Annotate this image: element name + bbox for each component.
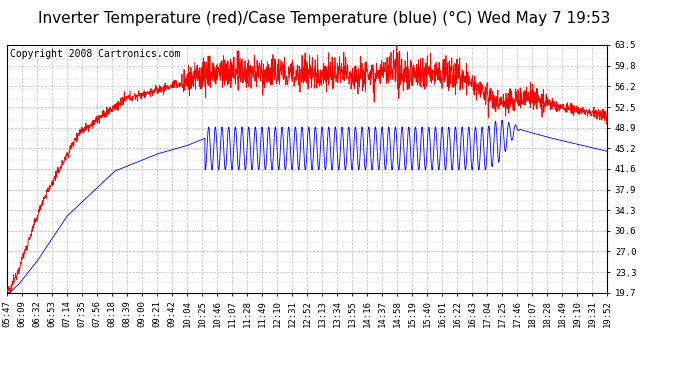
Text: Inverter Temperature (red)/Case Temperature (blue) (°C) Wed May 7 19:53: Inverter Temperature (red)/Case Temperat… [38,11,611,26]
Text: Copyright 2008 Cartronics.com: Copyright 2008 Cartronics.com [10,49,180,59]
